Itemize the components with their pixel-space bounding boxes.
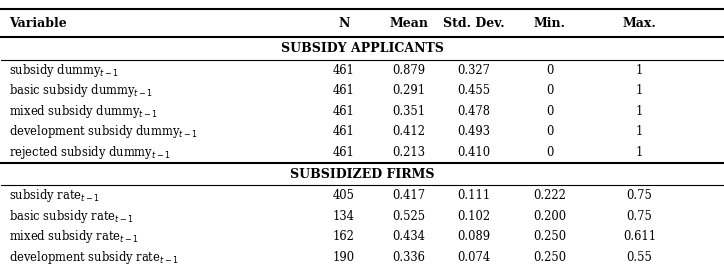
Text: 134: 134 (333, 210, 355, 223)
Text: basic subsidy dummy$_{t-1}$: basic subsidy dummy$_{t-1}$ (9, 82, 153, 99)
Text: 0.611: 0.611 (623, 230, 656, 243)
Text: Max.: Max. (623, 17, 657, 30)
Text: 0.336: 0.336 (392, 251, 425, 264)
Text: 1: 1 (636, 105, 644, 118)
Text: Std. Dev.: Std. Dev. (443, 17, 505, 30)
Text: 0.111: 0.111 (457, 189, 490, 202)
Text: subsidy dummy$_{t-1}$: subsidy dummy$_{t-1}$ (9, 62, 119, 78)
Text: 0.412: 0.412 (392, 126, 426, 139)
Text: 0.250: 0.250 (533, 230, 566, 243)
Text: 0.455: 0.455 (458, 84, 490, 97)
Text: subsidy rate$_{t-1}$: subsidy rate$_{t-1}$ (9, 187, 100, 204)
Text: 0.75: 0.75 (627, 189, 652, 202)
Text: Variable: Variable (9, 17, 67, 30)
Text: 162: 162 (333, 230, 355, 243)
Text: 0.250: 0.250 (533, 251, 566, 264)
Text: 0: 0 (546, 146, 553, 159)
Text: 0.434: 0.434 (392, 230, 425, 243)
Text: mixed subsidy dummy$_{t-1}$: mixed subsidy dummy$_{t-1}$ (9, 103, 158, 120)
Text: basic subsidy rate$_{t-1}$: basic subsidy rate$_{t-1}$ (9, 208, 133, 225)
Text: 0.102: 0.102 (458, 210, 490, 223)
Text: rejected subsidy dummy$_{t-1}$: rejected subsidy dummy$_{t-1}$ (9, 144, 170, 161)
Text: 0.493: 0.493 (458, 126, 490, 139)
Text: 0.879: 0.879 (392, 64, 426, 77)
Text: 0.074: 0.074 (458, 251, 490, 264)
Text: 0.410: 0.410 (458, 146, 490, 159)
Text: 461: 461 (333, 84, 355, 97)
Text: 0.351: 0.351 (392, 105, 426, 118)
Text: 1: 1 (636, 84, 644, 97)
Text: 0.213: 0.213 (392, 146, 426, 159)
Text: 0.291: 0.291 (392, 84, 426, 97)
Text: 0.525: 0.525 (392, 210, 426, 223)
Text: Min.: Min. (534, 17, 565, 30)
Text: 405: 405 (333, 189, 355, 202)
Text: 0.200: 0.200 (533, 210, 566, 223)
Text: 461: 461 (333, 126, 355, 139)
Text: 0.55: 0.55 (627, 251, 652, 264)
Text: 461: 461 (333, 64, 355, 77)
Text: 0: 0 (546, 84, 553, 97)
Text: 1: 1 (636, 146, 644, 159)
Text: 0.222: 0.222 (533, 189, 566, 202)
Text: 0.089: 0.089 (458, 230, 490, 243)
Text: 1: 1 (636, 64, 644, 77)
Text: 0.327: 0.327 (458, 64, 490, 77)
Text: 0.417: 0.417 (392, 189, 426, 202)
Text: 0.478: 0.478 (458, 105, 490, 118)
Text: 1: 1 (636, 126, 644, 139)
Text: development subsidy rate$_{t-1}$: development subsidy rate$_{t-1}$ (9, 249, 178, 266)
Text: 0: 0 (546, 105, 553, 118)
Text: Mean: Mean (390, 17, 429, 30)
Text: 190: 190 (333, 251, 355, 264)
Text: N: N (338, 17, 350, 30)
Text: development subsidy dummy$_{t-1}$: development subsidy dummy$_{t-1}$ (9, 123, 198, 140)
Text: mixed subsidy rate$_{t-1}$: mixed subsidy rate$_{t-1}$ (9, 228, 138, 245)
Text: 461: 461 (333, 146, 355, 159)
Text: 0.75: 0.75 (627, 210, 652, 223)
Text: 0: 0 (546, 64, 553, 77)
Text: 461: 461 (333, 105, 355, 118)
Text: SUBSIDIZED FIRMS: SUBSIDIZED FIRMS (290, 168, 434, 181)
Text: 0: 0 (546, 126, 553, 139)
Text: SUBSIDY APPLICANTS: SUBSIDY APPLICANTS (281, 42, 443, 55)
